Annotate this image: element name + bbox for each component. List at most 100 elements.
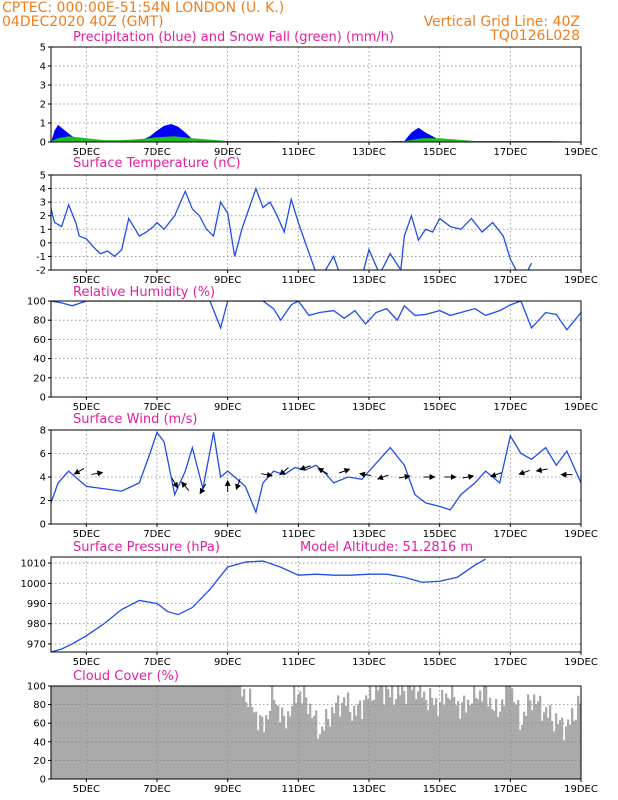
cloud-bar xyxy=(315,710,318,779)
cloud-bar xyxy=(547,717,550,779)
cloud-bar xyxy=(321,726,324,779)
humidity-xtick-label: 5DEC xyxy=(73,402,100,413)
cloud-bar xyxy=(421,697,424,779)
temp-title: Surface Temperature (nC) xyxy=(73,156,241,171)
cloud-bar xyxy=(79,686,82,779)
cloud-bar xyxy=(573,720,576,779)
precip-ytick-label: 1 xyxy=(40,119,46,130)
wind-arrow xyxy=(279,467,289,476)
cloud-bar xyxy=(91,686,94,779)
pressure-xtick-label: 9DEC xyxy=(214,657,241,668)
cloud-bar xyxy=(331,706,334,779)
cloud-bar xyxy=(473,686,476,779)
cloud-bar xyxy=(215,686,218,779)
humidity-ytick-label: 60 xyxy=(33,335,46,346)
pressure-xtick-label: 13DEC xyxy=(352,657,386,668)
cloud-bar xyxy=(559,720,562,779)
wind-arrow xyxy=(91,470,104,477)
cloud-bar xyxy=(51,686,54,779)
humidity-ytick-label: 100 xyxy=(27,297,46,308)
precip-ytick-label: 4 xyxy=(40,62,46,73)
cloud-bar xyxy=(551,721,554,779)
cloud-bar xyxy=(175,686,178,779)
cloud-bar xyxy=(423,691,426,779)
cloud-bar xyxy=(397,686,400,779)
cloud-bar xyxy=(129,686,132,779)
cloud-bar xyxy=(323,730,326,779)
wind-ytick-label: 2 xyxy=(40,496,46,507)
temperature-ytick-label: -2 xyxy=(36,266,46,277)
cloud-bar xyxy=(143,686,146,779)
wind-arrow xyxy=(317,467,329,475)
cloud-bar xyxy=(575,719,578,779)
cloud-bar xyxy=(187,686,190,779)
cloud-bar xyxy=(433,705,436,779)
humidity-title: Relative Humidity (%) xyxy=(73,285,215,300)
cloud-bar xyxy=(243,688,246,779)
cloud-bar xyxy=(119,686,122,779)
cloud-bar xyxy=(121,686,124,779)
cloud-bar xyxy=(531,710,534,779)
cloud-bar xyxy=(299,691,302,779)
precip-xtick-label: 5DEC xyxy=(73,147,100,158)
temperature-frame xyxy=(50,174,582,271)
wind-arrow xyxy=(261,471,273,478)
pressure-frame xyxy=(50,556,582,653)
wind-xtick-label: 9DEC xyxy=(214,529,241,540)
cloud-bar xyxy=(155,686,158,779)
precip-xtick-label: 19DEC xyxy=(564,147,598,158)
cloud-bar xyxy=(149,686,152,779)
cloud-bar xyxy=(261,716,264,779)
wind-ytick-label: 0 xyxy=(40,520,46,531)
cloud-bar xyxy=(363,700,366,779)
temperature-ytick-label: 5 xyxy=(40,171,46,182)
cloud-bar xyxy=(491,709,494,779)
cloud-bar xyxy=(291,706,294,779)
precip-area xyxy=(51,123,581,142)
cloud-bar xyxy=(309,703,312,779)
wind-panel: 0 2 4 6 8 5DEC 7DEC 9DEC 11DEC 13DEC 15DEC 17DEC 19D… xyxy=(40,426,598,541)
cloud-bar xyxy=(201,686,204,779)
wind-ytick-label: 4 xyxy=(40,473,46,484)
cloud-bar xyxy=(219,686,222,779)
cloud-bar xyxy=(557,724,560,779)
cloud-bar xyxy=(159,686,162,779)
temperature-ytick-label: -1 xyxy=(36,252,46,263)
cloud-bar xyxy=(177,686,180,779)
cloud-bar xyxy=(267,719,270,779)
cloud-ytick-label: 80 xyxy=(33,700,46,711)
cloud-bar xyxy=(289,716,292,779)
cloud-bar xyxy=(217,686,220,779)
cloud-bar xyxy=(489,697,492,779)
cloud-bar xyxy=(437,715,440,779)
cloud-bar xyxy=(405,703,408,779)
cloud-bar xyxy=(171,686,174,779)
cloud-bar xyxy=(181,686,184,779)
cloud-bar xyxy=(355,715,358,779)
cloud-bar xyxy=(265,715,268,779)
cloud-bar xyxy=(185,686,188,779)
cloud-bar xyxy=(571,708,574,779)
cloud-bar xyxy=(213,686,216,779)
wind-arrow xyxy=(398,473,411,480)
cloud-bar xyxy=(481,701,484,779)
cloud-bar xyxy=(97,686,100,779)
cloud-bar xyxy=(427,710,430,779)
snow-area xyxy=(51,136,581,142)
cloud-bar xyxy=(385,686,388,779)
cloud-bar xyxy=(387,689,390,779)
cloud-bar xyxy=(199,686,202,779)
humidity-xtick-label: 13DEC xyxy=(352,402,386,413)
cloud-bar xyxy=(273,700,276,779)
cloud-bar xyxy=(105,686,108,779)
precip-ytick-label: 5 xyxy=(40,43,46,54)
precip-xtick-label: 17DEC xyxy=(493,147,527,158)
cloud-bar xyxy=(395,699,398,779)
cloud-bar xyxy=(527,694,530,779)
cloud-bar xyxy=(451,686,454,779)
cloud-bar xyxy=(335,702,338,779)
cloud-ytick-label: 60 xyxy=(33,719,46,730)
cloud-bar xyxy=(69,686,72,779)
cloud-bar xyxy=(479,690,482,779)
cloud-bar xyxy=(343,697,346,779)
